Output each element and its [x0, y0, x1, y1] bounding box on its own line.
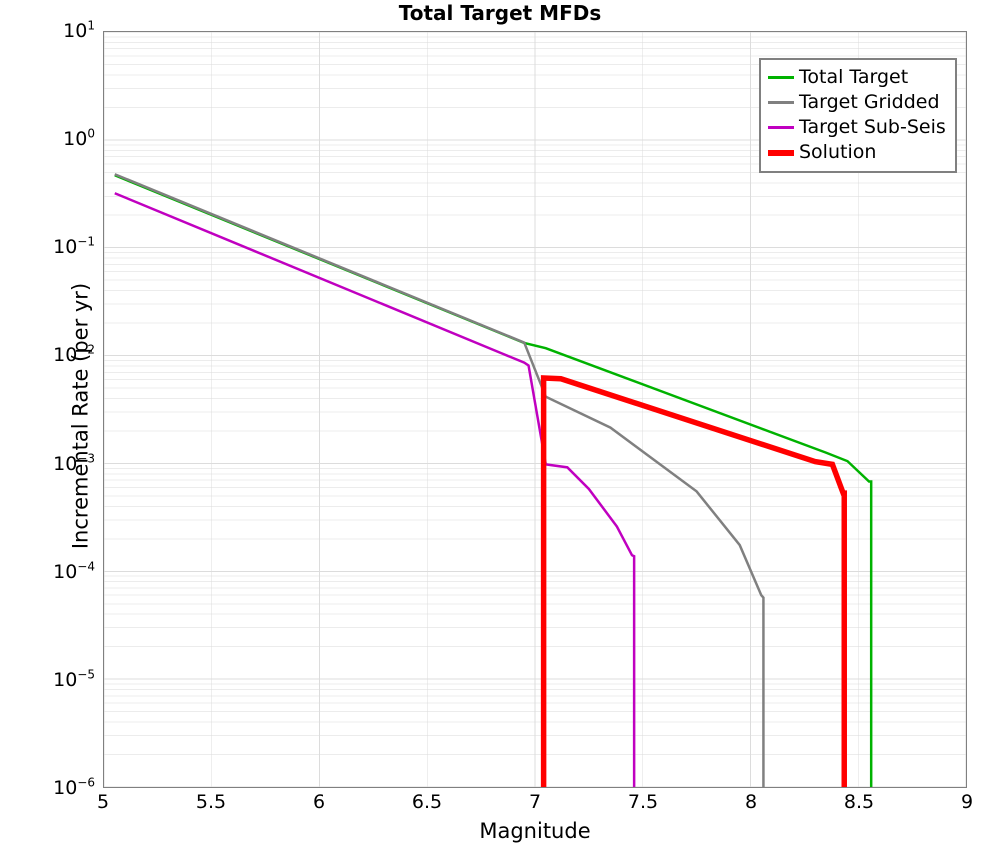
legend-item-label: Total Target — [799, 66, 909, 88]
series-line — [114, 173, 765, 787]
grid-lines — [104, 32, 966, 787]
y-tick-label: 100 — [63, 126, 95, 151]
legend: Total Target Target Gridded Target Sub-Sei… — [759, 58, 957, 173]
legend-color-swatch — [768, 101, 794, 104]
x-tick-label: 7 — [528, 791, 542, 813]
legend-color-swatch — [768, 149, 794, 156]
legend-color-swatch — [768, 76, 794, 79]
x-tick-label: 6.5 — [411, 791, 443, 813]
x-tick-label: 8.5 — [843, 791, 875, 813]
legend-item-label: Target Sub-Seis — [799, 116, 946, 138]
series-line — [540, 375, 847, 787]
y-tick-label: 10−5 — [53, 667, 95, 691]
x-axis-title: Magnitude — [479, 819, 591, 843]
legend-item[interactable]: Target Sub-Seis — [768, 115, 946, 140]
y-tick-label: 10−4 — [53, 559, 95, 583]
legend-item[interactable]: Solution — [768, 140, 946, 165]
series-line — [114, 192, 636, 787]
x-tick-label: 8 — [744, 791, 758, 813]
x-tick-label: 7.5 — [627, 791, 659, 813]
x-tick-label: 5.5 — [195, 791, 227, 813]
chart-title: Total Target MFDs — [398, 1, 602, 25]
series-line — [114, 174, 873, 787]
y-tick-label: 10−6 — [53, 775, 95, 799]
legend-color-swatch — [768, 126, 794, 129]
x-tick-label: 5 — [96, 791, 110, 813]
data-series-layer — [114, 173, 873, 787]
y-tick-label: 10−2 — [53, 343, 95, 367]
legend-item-label: Solution — [799, 141, 877, 163]
y-axis-title: Incremental Rate (per yr) — [68, 282, 93, 550]
legend-item[interactable]: Total Target — [768, 65, 946, 90]
x-tick-label: 6 — [312, 791, 326, 813]
legend-item[interactable]: Target Gridded — [768, 90, 946, 115]
y-tick-label: 10−3 — [53, 451, 95, 475]
y-tick-label: 10−1 — [53, 234, 95, 259]
legend-item-label: Target Gridded — [799, 91, 940, 113]
x-tick-label: 9 — [960, 791, 974, 813]
y-tick-label: 101 — [63, 18, 95, 42]
